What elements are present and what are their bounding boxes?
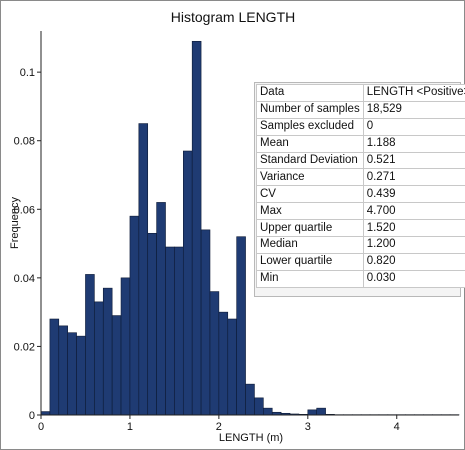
stats-row: Standard Deviation 0.521	[256, 151, 465, 170]
stats-row: Max 4.700	[256, 202, 465, 221]
histogram-bar	[138, 123, 149, 416]
histogram-bar	[67, 332, 77, 416]
stats-table: Data LENGTH <Positive> Number of samples 18…	[256, 84, 465, 288]
stats-row: CV 0.439	[256, 185, 465, 204]
stats-row: Min 0.030	[256, 269, 465, 288]
histogram-bar	[174, 246, 184, 416]
histogram-bar	[209, 291, 220, 416]
x-tick-label: 4	[394, 421, 400, 433]
x-tick-label: 2	[216, 421, 222, 433]
stats-value: 1.188	[362, 134, 465, 153]
x-tick-label: 3	[305, 421, 311, 433]
stats-value: 0.271	[362, 168, 465, 187]
stats-value: 0.521	[362, 151, 465, 170]
histogram-bar	[236, 236, 246, 416]
y-axis-label: Frequency	[9, 197, 21, 249]
x-axis-label: LENGTH (m)	[219, 432, 283, 444]
histogram-bar	[111, 315, 122, 416]
stats-row: Median 1.200	[256, 236, 465, 254]
histogram-bar	[102, 287, 113, 416]
histogram-bar	[245, 383, 255, 416]
stats-value: 1.200	[362, 236, 465, 254]
stats-row: Lower quartile 0.820	[256, 252, 465, 271]
histogram-bar	[94, 301, 104, 416]
histogram-bar	[218, 311, 229, 416]
stats-value: 0.820	[362, 252, 465, 271]
y-tick-label: 0.08	[14, 136, 35, 148]
stats-label: Max	[256, 202, 364, 221]
stats-label: CV	[256, 185, 364, 204]
stats-header-row: Data LENGTH <Positive>	[256, 84, 465, 102]
stats-row: Variance 0.271	[256, 168, 465, 187]
stats-label: Number of samples	[256, 100, 364, 119]
histogram-bar	[307, 409, 317, 416]
histogram-bar	[76, 335, 86, 416]
histogram-bar	[200, 229, 211, 416]
histogram-bar	[49, 318, 60, 416]
y-tick-label: 0	[29, 410, 35, 422]
x-tick-label: 1	[127, 421, 133, 433]
y-tick-label: 0.02	[14, 341, 35, 353]
stats-value: 18,529	[362, 100, 465, 119]
histogram-bar	[165, 246, 175, 416]
stats-value: 4.700	[362, 202, 465, 221]
stats-label: Mean	[256, 134, 364, 153]
stats-label: Variance	[256, 168, 364, 187]
histogram-bar	[316, 407, 326, 416]
stats-label: Samples excluded	[256, 117, 364, 136]
stats-header-value: LENGTH <Positive>	[362, 84, 465, 102]
stats-value: 0.030	[362, 269, 465, 288]
histogram-bar	[254, 397, 264, 416]
stats-label: Standard Deviation	[256, 151, 364, 170]
histogram-bar	[227, 318, 237, 416]
histogram-bar	[156, 202, 166, 416]
y-tick-label: 0.06	[14, 204, 35, 216]
bars-group	[40, 40, 460, 416]
histogram-bar	[120, 277, 131, 416]
chart-title: Histogram LENGTH	[171, 9, 295, 25]
stats-value: 1.520	[362, 219, 465, 238]
stats-label: Min	[256, 269, 364, 288]
histogram-bar	[129, 215, 140, 416]
stats-value: 0.439	[362, 185, 465, 204]
stats-row: Number of samples 18,529	[256, 100, 465, 119]
stats-header-label: Data	[256, 84, 364, 102]
stats-label: Median	[256, 236, 364, 254]
histogram-bar	[183, 150, 193, 416]
histogram-bar	[85, 274, 95, 416]
x-tick-label: 0	[38, 421, 44, 433]
stats-value: 0	[362, 117, 465, 136]
stats-row: Mean 1.188	[256, 134, 465, 153]
axes-group: 0 1 2 3 4 0 0.02 0.04 0.06 0.08 0.1	[14, 31, 459, 433]
stats-row: Upper quartile 1.520	[256, 219, 465, 238]
histogram-bar	[191, 40, 202, 416]
histogram-bar	[58, 325, 68, 416]
y-tick-label: 0.1	[20, 67, 35, 79]
histogram-bar	[263, 407, 273, 416]
stats-label: Lower quartile	[256, 252, 364, 271]
stats-label: Upper quartile	[256, 219, 364, 238]
stats-row: Samples excluded 0	[256, 117, 465, 136]
histogram-bar	[147, 232, 157, 416]
histogram-bar	[40, 411, 51, 416]
y-tick-label: 0.04	[14, 273, 35, 285]
